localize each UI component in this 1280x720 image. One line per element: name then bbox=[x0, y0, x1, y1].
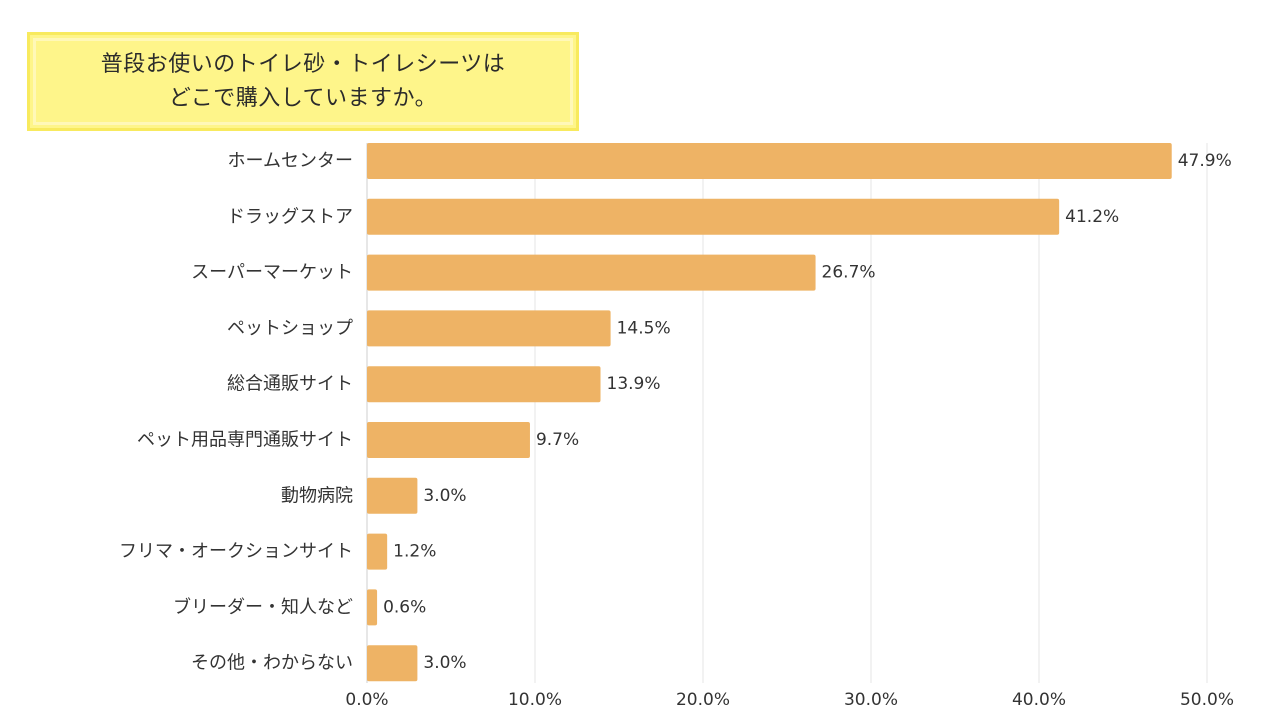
value-label: 0.6% bbox=[383, 597, 426, 617]
chart-title-box: 普段お使いのトイレ砂・トイレシーツは どこで購入していますか。 bbox=[27, 32, 579, 131]
bar bbox=[367, 254, 816, 291]
category-label: ホームセンター bbox=[228, 151, 353, 172]
value-label: 3.0% bbox=[423, 486, 466, 506]
category-label: フリマ・オークションサイト bbox=[119, 541, 353, 562]
value-label: 1.2% bbox=[393, 542, 436, 562]
bars bbox=[367, 143, 1172, 682]
value-label: 9.7% bbox=[536, 430, 579, 450]
category-label: 総合通販サイト bbox=[227, 374, 353, 395]
bar bbox=[367, 589, 378, 626]
value-label: 41.2% bbox=[1065, 207, 1119, 227]
bar bbox=[367, 477, 418, 514]
bar bbox=[367, 366, 601, 403]
value-label: 14.5% bbox=[617, 318, 671, 338]
value-label: 47.9% bbox=[1178, 151, 1232, 171]
category-label: その他・わからない bbox=[191, 653, 353, 674]
bar bbox=[367, 143, 1172, 179]
x-tick-label: 20.0% bbox=[676, 690, 730, 710]
category-label: 動物病院 bbox=[281, 485, 353, 506]
x-tick-label: 10.0% bbox=[508, 690, 562, 710]
labels: 0.0% 10.0% 20.0% 30.0% 40.0% 50.0% ホームセンター 47.9… bbox=[119, 151, 1234, 711]
chart-title-line-1: 普段お使いのトイレ砂・トイレシーツは bbox=[100, 51, 506, 77]
category-label: ペットショップ bbox=[227, 318, 353, 339]
value-label: 13.9% bbox=[607, 374, 661, 394]
category-label: ドラッグストア bbox=[227, 206, 353, 227]
bar bbox=[367, 198, 1060, 235]
x-tick-label: 0.0% bbox=[345, 690, 388, 710]
x-tick-label: 30.0% bbox=[844, 690, 898, 710]
category-label: スーパーマーケット bbox=[191, 262, 353, 283]
x-tick-label: 50.0% bbox=[1180, 690, 1234, 710]
value-label: 26.7% bbox=[822, 263, 876, 283]
x-tick-label: 40.0% bbox=[1012, 690, 1066, 710]
chart-title-line-2: どこで購入していますか。 bbox=[168, 85, 438, 111]
bar bbox=[367, 645, 418, 682]
category-label: ペット用品専門通販サイト bbox=[137, 430, 353, 451]
bar bbox=[367, 422, 530, 458]
value-label: 3.0% bbox=[423, 653, 466, 673]
category-label: ブリーダー・知人など bbox=[173, 596, 353, 618]
bar bbox=[367, 533, 388, 570]
bar bbox=[367, 310, 611, 347]
